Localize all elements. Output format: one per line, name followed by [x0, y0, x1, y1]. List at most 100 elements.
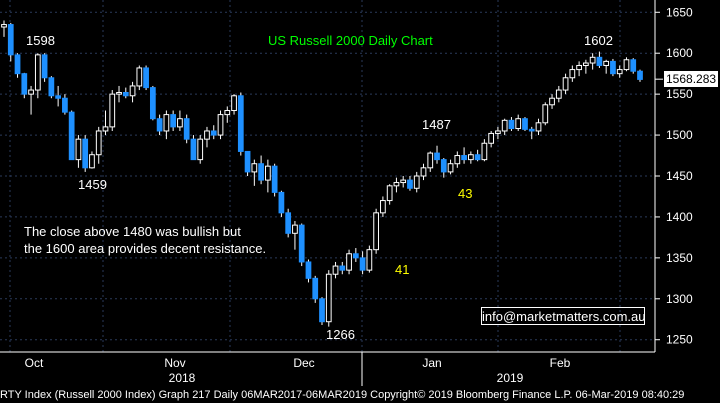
y-tick-label: 1600 — [666, 46, 693, 60]
candle-body — [244, 150, 251, 173]
candle-body — [156, 118, 163, 132]
candle-body — [116, 92, 122, 95]
candle-body — [217, 114, 224, 136]
candle-body — [21, 73, 28, 95]
annotation-43: 43 — [458, 186, 473, 201]
candle-body — [122, 92, 129, 97]
annotation-1266: 1266 — [326, 327, 355, 342]
candle-body — [393, 182, 400, 187]
candle-body — [576, 64, 582, 71]
candle-body — [28, 89, 34, 95]
candle-body — [129, 85, 136, 97]
candle-body — [82, 138, 89, 169]
y-tick-label: 1650 — [666, 5, 693, 19]
candle-body — [407, 179, 413, 189]
candle-body — [183, 118, 190, 140]
candle-body — [495, 130, 501, 134]
candle-body — [68, 111, 75, 161]
y-tick-label: 1300 — [666, 292, 693, 306]
candle-body — [14, 54, 21, 75]
annotation-1459: 1459 — [78, 177, 107, 192]
current-price-label: 1568.283 — [664, 71, 719, 88]
candle-body — [339, 265, 346, 271]
x-month-label: Jan — [422, 356, 441, 370]
candle-body — [319, 298, 325, 323]
candle-body — [427, 152, 434, 169]
watermark-email: info@marketmatters.com.au — [481, 307, 646, 325]
footer-bar: RTY Index (Russell 2000 Index) Graph 217… — [0, 387, 720, 403]
candle-body — [312, 277, 319, 300]
candle-body — [522, 118, 528, 130]
candle-body — [434, 152, 440, 161]
candle-body — [346, 253, 352, 271]
candle-body — [366, 249, 373, 271]
candle-body — [528, 128, 535, 132]
candle-body — [596, 56, 603, 66]
candle-body — [102, 126, 109, 132]
candle-body — [549, 97, 555, 106]
candle-body — [440, 159, 447, 173]
candle-body — [386, 185, 393, 202]
candle-body — [298, 224, 305, 263]
candle-body — [204, 130, 210, 140]
candle-body — [258, 163, 264, 181]
candle-body — [62, 97, 68, 113]
candle-body — [136, 67, 143, 87]
candle-body — [583, 62, 589, 66]
candle-body — [89, 154, 95, 169]
candle-body — [488, 132, 495, 144]
candle-body — [332, 265, 339, 275]
candle-body — [190, 138, 197, 161]
candle-body — [610, 60, 616, 75]
y-tick-label: 1500 — [666, 128, 693, 142]
candle-body — [75, 138, 82, 161]
note-line-1: The close above 1480 was bullish but — [24, 224, 241, 239]
candle-body — [467, 154, 474, 161]
candle-body — [163, 114, 170, 132]
candle-body — [251, 163, 258, 173]
candle-body — [325, 273, 332, 323]
candle-body — [603, 60, 610, 66]
candle-body — [143, 67, 149, 89]
candle-body — [231, 95, 237, 112]
candle-body — [170, 114, 177, 128]
candle-body — [1, 24, 7, 28]
note-line-2: the 1600 area provides decent resistance… — [24, 241, 267, 256]
candle-body — [41, 54, 48, 79]
candle-body — [508, 119, 515, 130]
x-year-label: 2018 — [169, 371, 196, 385]
candle-body — [454, 155, 461, 165]
candle-body — [420, 167, 427, 177]
candle-body — [55, 95, 61, 99]
candle-body — [589, 56, 596, 64]
commentary-note: The close above 1480 was bullish but the… — [24, 223, 266, 257]
candle-body — [447, 163, 454, 173]
y-tick-label: 1400 — [666, 210, 693, 224]
candle-body — [224, 110, 231, 116]
candle-body — [515, 118, 522, 130]
y-tick-label: 1550 — [666, 87, 693, 101]
x-month-label: Dec — [293, 356, 314, 370]
candle-body — [197, 138, 204, 161]
candle-body — [400, 179, 407, 184]
candle-body — [177, 118, 183, 128]
candle-body — [630, 59, 637, 72]
candle-body — [413, 175, 420, 189]
candle-body — [278, 191, 285, 214]
candle-body — [149, 87, 156, 120]
candle-body — [7, 24, 14, 56]
candle-body — [555, 89, 562, 99]
chart-title: US Russell 2000 Daily Chart — [268, 33, 433, 48]
candle-body — [292, 224, 298, 234]
annotation-1602: 1602 — [584, 33, 613, 48]
candle-body — [34, 54, 41, 91]
x-month-label: Oct — [25, 356, 44, 370]
x-month-label: Nov — [164, 356, 185, 370]
candle-body — [48, 77, 55, 97]
y-tick-label: 1450 — [666, 169, 693, 183]
candle-body — [109, 93, 116, 128]
y-tick-label: 1350 — [666, 251, 693, 265]
candle-body — [623, 59, 630, 71]
candle-body — [481, 142, 488, 161]
